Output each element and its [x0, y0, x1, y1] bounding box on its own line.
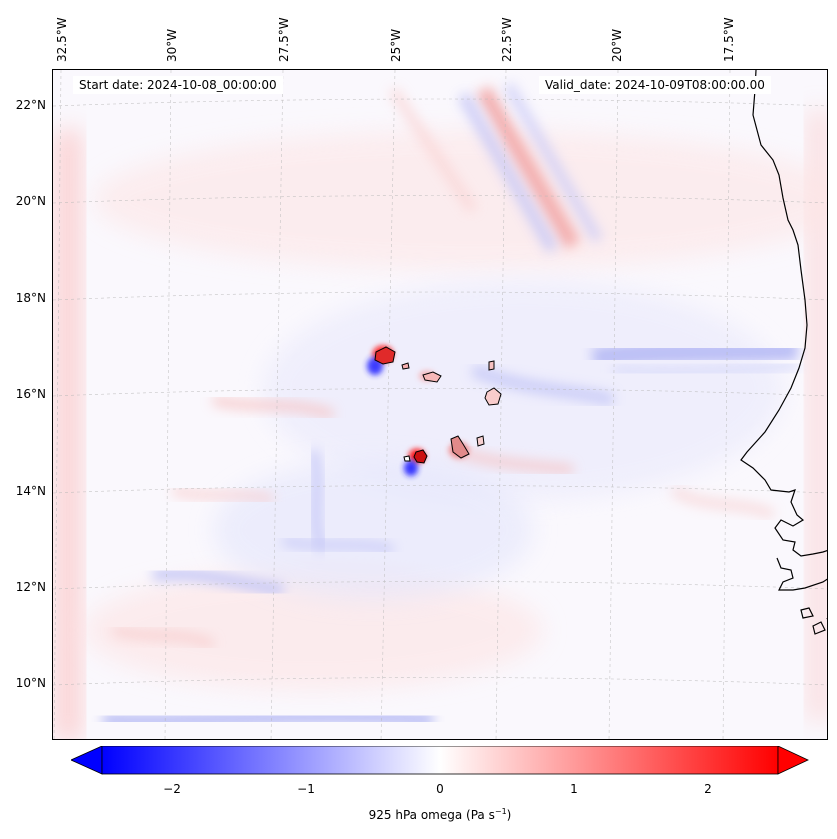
lon-label-30w: 30°W — [165, 28, 179, 62]
africa-coastline — [740, 70, 827, 557]
colorbar-label: 925 hPa omega (Pa s−1) — [0, 807, 837, 822]
island-santiago — [450, 435, 470, 459]
lon-label-17-5w: 17.5°W — [722, 17, 736, 62]
colorbar-tick-label-neg1: −1 — [297, 782, 315, 796]
island-maio — [476, 435, 485, 447]
island-fogo — [413, 449, 428, 464]
colorbar-units-suffix: ) — [506, 808, 512, 822]
colorbar-units-exponent: −1 — [494, 807, 507, 816]
colorbar-field-name: 925 hPa omega — [368, 808, 463, 822]
colorbar — [71, 746, 809, 775]
colorbar-tick-label-neg2: −2 — [163, 782, 181, 796]
coastlines — [740, 70, 827, 635]
cape-verde-islands — [374, 346, 502, 464]
colorbar-bar — [71, 746, 809, 775]
lon-label-20w: 20°W — [610, 28, 624, 62]
lon-label-27-5w: 27.5°W — [277, 17, 291, 62]
map-panel — [52, 69, 828, 740]
colorbar-tick-label-0: 0 — [436, 782, 444, 796]
start-date-label: Start date: 2024-10-08_00:00:00 — [73, 76, 283, 94]
lon-label-22-5w: 22.5°W — [500, 17, 514, 62]
island-brava — [403, 455, 411, 462]
lat-label-22n: 22°N — [15, 98, 46, 112]
lat-label-18n: 18°N — [15, 291, 46, 305]
island-boa-vista — [484, 387, 502, 406]
lon-label-25w: 25°W — [389, 28, 403, 62]
bissagos-islands — [800, 607, 827, 635]
island-sal — [488, 360, 495, 371]
island-sao-nicolau — [422, 371, 442, 383]
omega-wave-features — [102, 82, 799, 730]
island-sao-vicente — [401, 362, 410, 370]
colorbar-units-prefix: (Pa s — [466, 808, 495, 822]
colorbar-max-extend — [777, 746, 809, 775]
lat-label-10n: 10°N — [15, 676, 46, 690]
colorbar-tick-label-2: 2 — [704, 782, 712, 796]
lat-label-20n: 20°N — [15, 194, 46, 208]
valid-date-label: Valid_date: 2024-10-09T08:00:00.00 — [539, 76, 771, 94]
colorbar-gradient — [101, 746, 779, 775]
island-santo-antao — [374, 346, 396, 365]
colorbar-tick-label-1: 1 — [570, 782, 578, 796]
omega-field-map — [53, 70, 827, 739]
lat-label-16n: 16°N — [15, 387, 46, 401]
colorbar-min-extend — [71, 746, 103, 775]
lat-label-12n: 12°N — [15, 580, 46, 594]
lon-label-32-5w: 32.5°W — [55, 17, 69, 62]
lat-label-14n: 14°N — [15, 484, 46, 498]
map-gridlines — [53, 70, 827, 739]
africa-coastline-south — [776, 557, 827, 591]
